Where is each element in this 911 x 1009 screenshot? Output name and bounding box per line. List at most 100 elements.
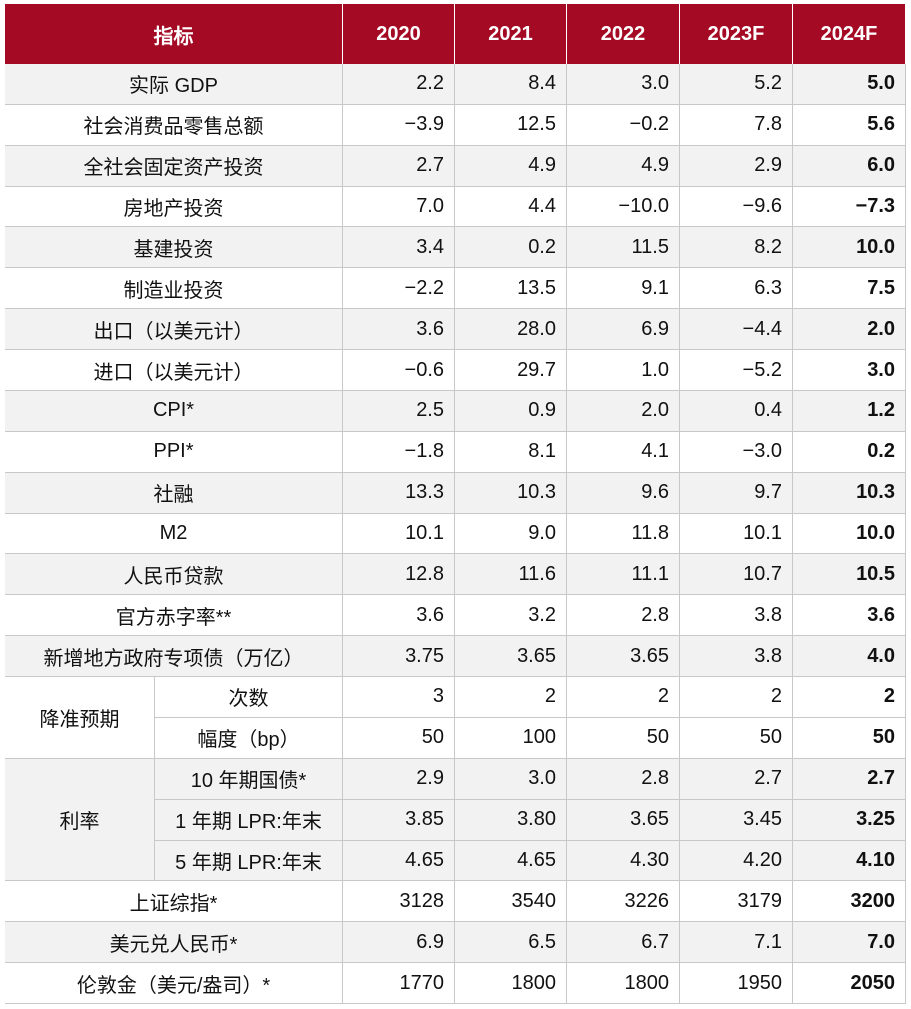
- value-cell: 6.9: [567, 309, 680, 351]
- value-cell: 3.2: [455, 595, 567, 637]
- value-cell: 2050: [793, 963, 906, 1004]
- value-cell: 3: [343, 677, 455, 718]
- value-cell: 3.8: [680, 595, 793, 637]
- row-label: 房地产投资: [5, 186, 343, 228]
- value-cell: 3.4: [343, 227, 455, 269]
- value-cell: 9.7: [680, 472, 793, 514]
- header-cell: 2020: [343, 4, 455, 64]
- value-cell: 12.8: [343, 554, 455, 596]
- value-cell: 8.1: [455, 431, 567, 473]
- value-cell: 0.4: [680, 390, 793, 432]
- group-label: 利率: [5, 758, 155, 882]
- value-cell: 5.2: [680, 64, 793, 105]
- value-cell: 7.1: [680, 922, 793, 964]
- row-label: 5 年期 LPR:年末: [155, 840, 343, 882]
- value-cell: 9.6: [567, 472, 680, 514]
- value-cell: −1.8: [343, 431, 455, 473]
- value-cell: 3179: [680, 881, 793, 923]
- value-cell: 2.7: [680, 758, 793, 800]
- value-cell: 1770: [343, 963, 455, 1004]
- value-cell: 4.9: [567, 145, 680, 187]
- value-cell: 1.0: [567, 350, 680, 391]
- value-cell: 3.0: [455, 758, 567, 800]
- row-label: 人民币贷款: [5, 554, 343, 596]
- value-cell: −10.0: [567, 186, 680, 228]
- value-cell: 7.0: [793, 922, 906, 964]
- value-cell: 13.3: [343, 472, 455, 514]
- row-label: 上证综指*: [5, 881, 343, 923]
- value-cell: −9.6: [680, 186, 793, 228]
- row-label: 社融: [5, 472, 343, 514]
- row-label: 进口（以美元计）: [5, 350, 343, 391]
- value-cell: 6.9: [343, 922, 455, 964]
- value-cell: 4.65: [455, 840, 567, 882]
- row-label: 出口（以美元计）: [5, 309, 343, 351]
- row-label: 社会消费品零售总额: [5, 104, 343, 146]
- value-cell: −0.2: [567, 104, 680, 146]
- row-label: CPI*: [5, 390, 343, 432]
- value-cell: 2: [793, 677, 906, 718]
- value-cell: 2.9: [680, 145, 793, 187]
- row-label: 10 年期国债*: [155, 758, 343, 800]
- value-cell: 6.0: [793, 145, 906, 187]
- value-cell: 1.2: [793, 390, 906, 432]
- value-cell: 13.5: [455, 268, 567, 310]
- group-label: 降准预期: [5, 677, 155, 759]
- value-cell: 10.1: [343, 513, 455, 555]
- value-cell: 2: [455, 677, 567, 718]
- value-cell: 3.0: [793, 350, 906, 391]
- value-cell: 29.7: [455, 350, 567, 391]
- row-label: 伦敦金（美元/盎司）*: [5, 963, 343, 1004]
- value-cell: 4.4: [455, 186, 567, 228]
- value-cell: 50: [567, 717, 680, 759]
- value-cell: 2.9: [343, 758, 455, 800]
- value-cell: −4.4: [680, 309, 793, 351]
- value-cell: 1800: [455, 963, 567, 1004]
- value-cell: 3.6: [343, 595, 455, 637]
- value-cell: 2.8: [567, 595, 680, 637]
- value-cell: 2: [680, 677, 793, 718]
- value-cell: 0.2: [455, 227, 567, 269]
- value-cell: 2: [567, 677, 680, 718]
- value-cell: 4.10: [793, 840, 906, 882]
- row-label: 全社会固定资产投资: [5, 145, 343, 187]
- value-cell: 3128: [343, 881, 455, 923]
- value-cell: 3226: [567, 881, 680, 923]
- value-cell: 3200: [793, 881, 906, 923]
- value-cell: −3.0: [680, 431, 793, 473]
- value-cell: 10.5: [793, 554, 906, 596]
- value-cell: 0.2: [793, 431, 906, 473]
- value-cell: 2.2: [343, 64, 455, 105]
- value-cell: 3540: [455, 881, 567, 923]
- value-cell: 10.3: [793, 472, 906, 514]
- value-cell: 5.0: [793, 64, 906, 105]
- row-label: 次数: [155, 677, 343, 718]
- value-cell: 7.0: [343, 186, 455, 228]
- value-cell: 3.6: [793, 595, 906, 637]
- row-label: M2: [5, 513, 343, 555]
- value-cell: 11.5: [567, 227, 680, 269]
- header-cell: 2024F: [793, 4, 906, 64]
- value-cell: 3.25: [793, 799, 906, 841]
- value-cell: 50: [343, 717, 455, 759]
- value-cell: −5.2: [680, 350, 793, 391]
- value-cell: 8.4: [455, 64, 567, 105]
- value-cell: 2.7: [343, 145, 455, 187]
- value-cell: 6.7: [567, 922, 680, 964]
- value-cell: 6.3: [680, 268, 793, 310]
- value-cell: 2.5: [343, 390, 455, 432]
- value-cell: 50: [793, 717, 906, 759]
- value-cell: 2.7: [793, 758, 906, 800]
- value-cell: 3.0: [567, 64, 680, 105]
- value-cell: 10.0: [793, 513, 906, 555]
- value-cell: 11.6: [455, 554, 567, 596]
- value-cell: 3.45: [680, 799, 793, 841]
- value-cell: −0.6: [343, 350, 455, 391]
- value-cell: 10.1: [680, 513, 793, 555]
- value-cell: 4.30: [567, 840, 680, 882]
- value-cell: 3.65: [455, 636, 567, 678]
- value-cell: 12.5: [455, 104, 567, 146]
- row-label: 基建投资: [5, 227, 343, 269]
- value-cell: 10.0: [793, 227, 906, 269]
- row-label: 幅度（bp）: [155, 717, 343, 759]
